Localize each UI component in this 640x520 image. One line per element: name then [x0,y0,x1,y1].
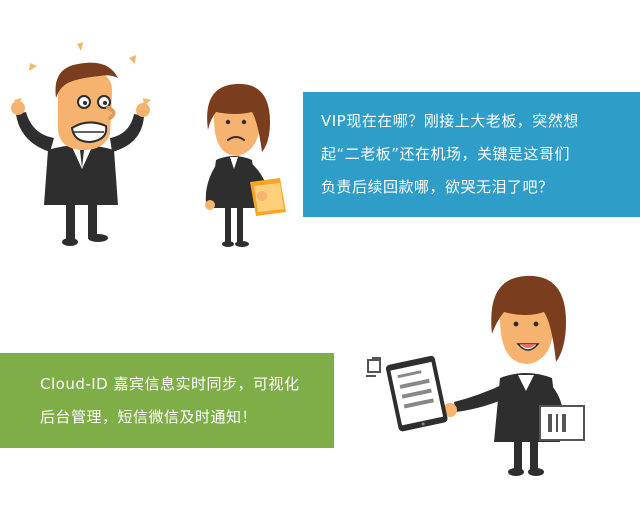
cloud-id-callout: Cloud-ID 嘉宾信息实时同步，可视化 后台管理，短信微信及时通知！ [0,353,334,448]
cloud-id-callout-line: Cloud-ID 嘉宾信息实时同步，可视化 [40,375,300,393]
vip-callout-line: VIP现在在哪？刚接上大老板，突然想 [321,112,579,130]
vip-callout: VIP现在在哪？刚接上大老板，突然想 起“二老板”还在机场，关键是这哥们 负责后… [303,92,640,217]
vip-callout-line: 起“二老板”还在机场，关键是这哥们 [321,145,571,163]
sync-arrows-icon [366,357,381,377]
document-icon [539,405,585,441]
vip-callout-line: 负责后续回款哪，欲哭无泪了吧？ [321,178,554,196]
tablet-icon [385,355,448,432]
folder-icon [250,178,286,216]
cloud-id-callout-line: 后台管理，短信微信及时通知！ [40,408,258,426]
